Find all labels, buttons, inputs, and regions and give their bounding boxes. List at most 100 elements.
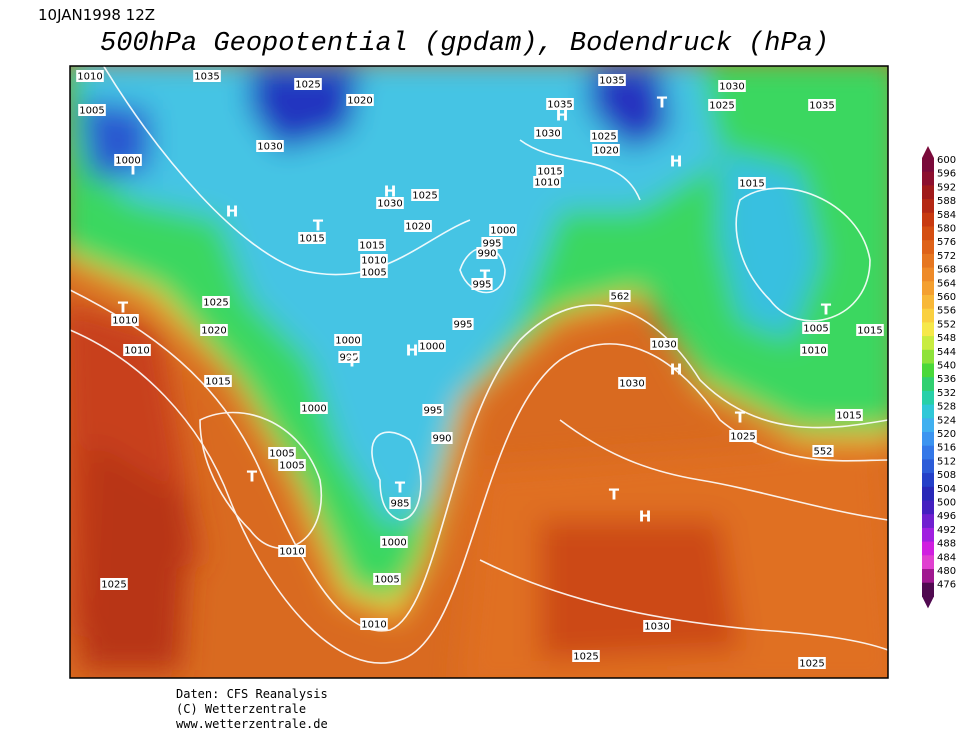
isobar-label-box (650, 338, 678, 350)
pressure-center: H (670, 361, 683, 379)
isobar-label: 1010 (360, 254, 388, 267)
isobar-label-text: 1025 (101, 580, 126, 591)
isobar-label-text: 1010 (361, 256, 386, 267)
isobar-label-text: 1025 (591, 132, 616, 143)
isobar-label-box (100, 578, 128, 590)
colorbar-label: 524 (937, 415, 956, 426)
isobar-label-box (835, 409, 863, 421)
isobar-label-text: 995 (472, 280, 491, 291)
isobar-label-box (256, 140, 284, 152)
colorbar-swatch (922, 555, 934, 570)
isobar-label-text: 990 (432, 434, 451, 445)
colorbar-label: 488 (937, 539, 956, 550)
pressure-center: H (226, 203, 239, 221)
colorbar-label: 508 (937, 470, 956, 481)
footer-line: (C) Wetterzentrale (176, 702, 306, 716)
colorbar-swatch (922, 281, 934, 296)
colorbar-swatch (922, 171, 934, 186)
isobar-label-box (300, 402, 328, 414)
footer: Daten: CFS Reanalysis(C) Wetterzentralew… (176, 687, 328, 731)
isobar-label-text: 995 (423, 406, 442, 417)
isobar-label-text: 1035 (547, 100, 572, 111)
colorbar-swatch (922, 390, 934, 406)
map-date: 10JAN1998 12Z (38, 6, 155, 24)
isobar-label: 1010 (123, 344, 151, 357)
colorbar-swatch (922, 500, 934, 515)
isobar-label: 1030 (376, 197, 404, 210)
colorbar-label: 500 (937, 498, 956, 509)
isobar-label-box (598, 74, 626, 86)
isobar-label-text: 995 (339, 353, 358, 364)
isobar-label-box (798, 657, 826, 669)
colorbar-label: 532 (937, 388, 956, 399)
isobar-label-text: 1025 (412, 191, 437, 202)
isobar-label: 1020 (404, 220, 432, 233)
map-labels: 1010 1035 1025 1020 1035 1030 1005 1035 1025 1035… (76, 70, 884, 670)
pressure-center: T (821, 301, 832, 319)
colorbar-swatch (922, 541, 934, 556)
colorbar-swatch (922, 240, 934, 255)
isobar-label-box (111, 314, 139, 326)
isobar-label-box (452, 318, 474, 330)
colorbar-label: 548 (937, 333, 956, 344)
isobar-label: 1010 (533, 176, 561, 189)
isobar-label: 1015 (835, 409, 863, 422)
isobar-label-text: 995 (482, 239, 501, 250)
isobar-label-box (411, 189, 439, 201)
isobar-label: 1025 (572, 650, 600, 663)
isobar-label-box (294, 78, 322, 90)
isobar-label: 1010 (800, 344, 828, 357)
colorbar-swatch (922, 432, 934, 447)
isobar-label-text: 1015 (299, 234, 324, 245)
isobar-label-text: 1010 (279, 547, 304, 558)
colorbar-swatch (922, 349, 934, 364)
isobar-label-text: 1010 (124, 346, 149, 357)
isobar-label-text: 1025 (295, 80, 320, 91)
pressure-center: H (639, 508, 652, 526)
isobar-label-box (534, 127, 562, 139)
isobar-label-text: 1010 (801, 346, 826, 357)
isobar-label: 1030 (534, 127, 562, 140)
footer-line: www.wetterzentrale.de (176, 717, 328, 731)
isobar-label: 1030 (718, 80, 746, 93)
isobar-label-box (373, 573, 401, 585)
isobar-label-text: 1010 (361, 620, 386, 631)
colorbar-swatch (922, 445, 934, 460)
isobar-label-box (268, 447, 296, 459)
isobar-label-text: 1030 (644, 622, 669, 633)
colorbar-label: 512 (937, 456, 956, 467)
isobar-label-text: 1025 (730, 432, 755, 443)
isobar-label-box (200, 324, 228, 336)
isobar-label: 1000 (114, 154, 142, 167)
colorbar-label: 596 (937, 169, 956, 180)
isobar-label: 995 (422, 404, 444, 417)
colorbar-label: 568 (937, 265, 956, 276)
colorbar-label: 520 (937, 429, 956, 440)
colorbar-swatch (922, 199, 934, 214)
isobar-label-text: 1005 (279, 461, 304, 472)
colorbar-swatch (922, 404, 934, 419)
isobar-label-box (376, 197, 404, 209)
colorbar-label: 476 (937, 580, 956, 591)
isobar-label: 1020 (200, 324, 228, 337)
isobar-label: 1005 (373, 573, 401, 586)
colorbar-swatch (922, 185, 934, 200)
colorbar-label: 600 (937, 155, 956, 166)
isobar-label: 1010 (360, 618, 388, 631)
colorbar-label: 556 (937, 306, 956, 317)
colorbar-label: 576 (937, 237, 956, 248)
colorbar-swatch (922, 267, 934, 282)
isobar-label: 1000 (380, 536, 408, 549)
isobar-label: 995 (338, 351, 360, 364)
colorbar-swatch (922, 377, 934, 392)
isobar-label-box (404, 220, 432, 232)
isobar-label-text: 1000 (335, 336, 360, 347)
colorbar-swatch (922, 336, 934, 351)
isobar-label-box (481, 237, 503, 249)
isobar-label-text: 1005 (374, 575, 399, 586)
isobar-label: 1025 (798, 657, 826, 670)
colorbar-swatch (922, 582, 934, 597)
colorbar-swatch (922, 527, 934, 543)
isobar-label-text: 1030 (651, 340, 676, 351)
isobar-label-text: 1000 (381, 538, 406, 549)
